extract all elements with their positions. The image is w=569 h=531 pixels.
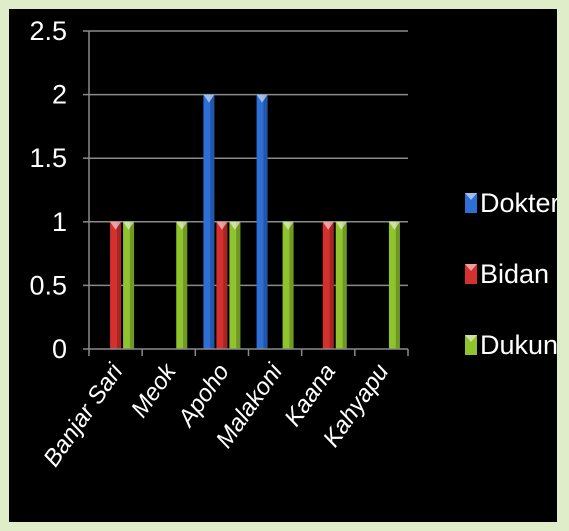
y-tick-label: 1 (52, 207, 67, 237)
bar-shade (289, 221, 294, 349)
bar-shade (329, 221, 334, 349)
y-axis-ticks: 0 0.5 1 1.5 2 2.5 (29, 16, 90, 364)
bar-shade (342, 221, 347, 349)
bar-dukun (335, 221, 347, 349)
bar-cap (335, 221, 347, 230)
bar-dukun (229, 221, 241, 349)
bar-body (335, 221, 347, 349)
legend-label: Dokter (480, 188, 557, 218)
legend-label: Dukun (480, 330, 557, 360)
legend-swatch (465, 193, 477, 213)
bar-body (176, 221, 188, 349)
bar-shade (263, 94, 268, 349)
bar-cap (176, 221, 188, 230)
bar-chart: 0 0.5 1 1.5 2 2.5 Banjar SariMeokApohoMalakon… (29, 16, 557, 472)
bar-shade (223, 221, 228, 349)
bar-body (256, 94, 268, 349)
bar-cap (256, 94, 268, 103)
bar-shade (129, 221, 135, 349)
legend-label: Bidan (480, 259, 549, 289)
gridlines (89, 30, 408, 287)
bar-body (110, 221, 122, 349)
bar-cap (322, 221, 334, 230)
bar-dukun (282, 221, 294, 349)
bar-dukun (176, 221, 188, 349)
bar-body (388, 221, 400, 349)
legend-item-bidan: Bidan (465, 259, 549, 289)
bars (110, 94, 400, 349)
bar-cap (216, 221, 228, 230)
legend-item-dukun: Dukun (465, 330, 557, 360)
bar-body (203, 94, 215, 349)
bar-bidan (216, 221, 228, 349)
bar-shade (236, 221, 241, 349)
bar-shade (116, 221, 122, 349)
legend-swatch (465, 264, 477, 284)
bar-dokter (256, 94, 268, 349)
y-tick-label: 0.5 (29, 270, 67, 300)
bar-shade (210, 94, 215, 349)
y-tick-label: 0 (52, 334, 67, 364)
bar-bidan (322, 221, 334, 349)
bar-shade (395, 221, 400, 349)
bar-body (282, 221, 294, 349)
legend: Dokter Bidan Dukun (465, 188, 557, 360)
legend-swatch-cap (465, 193, 477, 200)
bar-body (123, 221, 135, 349)
bar-cap (203, 94, 215, 103)
bar-cap (229, 221, 241, 230)
bar-dukun (123, 221, 135, 349)
chart-frame: 0 0.5 1 1.5 2 2.5 Banjar Sari Meok Apoho Malakon… (9, 9, 557, 522)
legend-swatch (465, 335, 477, 355)
legend-item-dokter: Dokter (465, 188, 557, 218)
bar-cap (123, 221, 135, 230)
legend-swatch-cap (465, 264, 477, 271)
bar-bidan (110, 221, 122, 349)
bar-cap (110, 221, 122, 230)
y-tick-label: 2.5 (29, 16, 67, 46)
bar-body (229, 221, 241, 349)
bar-dukun (388, 221, 400, 349)
bar-shade (183, 221, 188, 349)
bar-dokter (203, 94, 215, 349)
y-tick-label: 2 (52, 80, 67, 110)
legend-swatch-cap (465, 335, 477, 342)
bar-cap (388, 221, 400, 230)
bar-cap (282, 221, 294, 230)
x-axis (88, 348, 409, 356)
bar-body (322, 221, 334, 349)
y-tick-label: 1.5 (29, 143, 67, 173)
bar-body (216, 221, 228, 349)
x-tick-label: Banjar Sari (38, 358, 129, 471)
